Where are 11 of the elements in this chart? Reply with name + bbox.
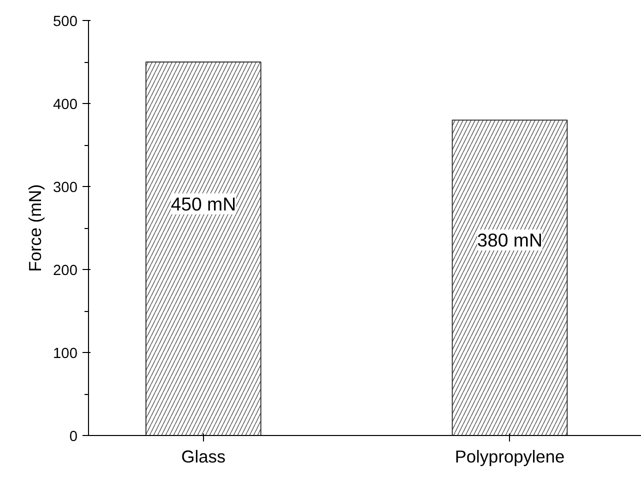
y-tick-label: 400 <box>53 97 78 113</box>
x-tick-label: Polypropylene <box>454 446 565 466</box>
x-tick-label: Glass <box>181 446 226 466</box>
data-label: 380 mN <box>477 229 542 250</box>
y-tick-label: 100 <box>53 346 78 362</box>
y-tick-label: 0 <box>69 429 78 445</box>
y-axis-title: Force (mN) <box>25 184 46 272</box>
y-tick-label: 200 <box>53 263 78 279</box>
data-label: 450 mN <box>170 193 236 214</box>
y-tick-label: 500 <box>53 14 78 30</box>
y-tick-label: 300 <box>53 180 78 196</box>
